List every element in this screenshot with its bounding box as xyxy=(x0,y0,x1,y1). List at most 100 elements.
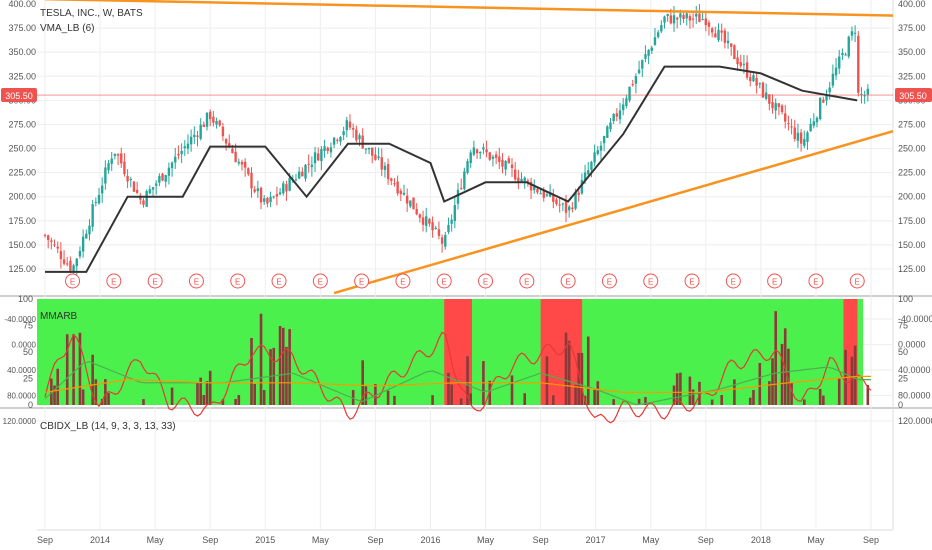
candle-body xyxy=(771,102,774,109)
earnings-marker[interactable] xyxy=(271,273,287,289)
candle-body xyxy=(834,67,838,76)
candle-body xyxy=(510,164,514,169)
candle-body xyxy=(148,189,152,194)
earnings-marker-label: E xyxy=(689,278,694,287)
earnings-marker[interactable] xyxy=(725,273,741,289)
earnings-marker-label: E xyxy=(235,278,240,287)
candle-body xyxy=(85,233,88,239)
earnings-marker[interactable] xyxy=(65,273,81,289)
cbidx-tick-label-left: 80.0000 xyxy=(7,392,36,401)
x-tick-label: Sep xyxy=(37,535,53,545)
candle-body xyxy=(154,183,158,186)
candle-body xyxy=(647,49,650,56)
candle-body xyxy=(561,203,565,205)
x-tick-label: 2015 xyxy=(255,535,275,545)
candle-body xyxy=(606,126,609,138)
mmarb-tick-label-left: 75 xyxy=(23,321,33,331)
earnings-marker[interactable] xyxy=(436,273,452,289)
candle-body xyxy=(371,147,374,156)
candle-body xyxy=(777,103,781,107)
candle-body xyxy=(485,149,488,153)
earnings-marker[interactable] xyxy=(519,273,535,289)
candle-body xyxy=(749,77,752,82)
candle-body xyxy=(110,158,113,164)
candle-body xyxy=(806,132,809,142)
candle-body xyxy=(224,138,228,144)
earnings-marker[interactable] xyxy=(106,273,122,289)
earnings-marker[interactable] xyxy=(395,273,411,289)
price-tick-label-left: 350.00 xyxy=(8,47,36,57)
candle-body xyxy=(498,156,501,162)
candle-body xyxy=(253,189,256,192)
earnings-marker[interactable] xyxy=(230,273,246,289)
candle-body xyxy=(75,258,78,267)
candle-body xyxy=(593,152,596,163)
candle-body xyxy=(164,175,167,182)
cbidx-lines xyxy=(44,331,872,424)
candle-body xyxy=(663,16,666,23)
mmarb-bar xyxy=(78,332,82,405)
mmarb-bar xyxy=(259,313,263,405)
cbidx-indicator-label[interactable]: CBIDX_LB (14, 9, 3, 3, 13, 33) xyxy=(40,421,176,432)
mmarb-bar xyxy=(644,397,647,405)
candle-body xyxy=(132,181,136,192)
mmarb-bar xyxy=(787,348,790,405)
price-pane-bg xyxy=(37,0,893,296)
candle-body xyxy=(390,178,393,181)
earnings-marker[interactable] xyxy=(478,273,494,289)
mmarb-bar xyxy=(469,393,473,405)
mmarb-bar xyxy=(580,352,584,405)
x-tick-label: 2014 xyxy=(90,535,110,545)
earnings-marker[interactable] xyxy=(312,273,328,289)
earnings-marker[interactable] xyxy=(354,273,370,289)
trendline[interactable] xyxy=(333,129,894,295)
candle-body xyxy=(329,147,333,153)
candle-body xyxy=(135,189,139,193)
candle-body xyxy=(475,149,479,154)
mmarb-bar xyxy=(237,395,241,405)
candle-body xyxy=(488,152,491,160)
candle-body xyxy=(285,184,288,192)
earnings-marker[interactable] xyxy=(560,273,576,289)
candle-body xyxy=(469,152,472,164)
earnings-marker[interactable] xyxy=(849,273,865,289)
candle-body xyxy=(701,18,704,20)
cbidx-tick-label-left: -40.0000 xyxy=(4,315,36,324)
candle-body xyxy=(825,94,828,101)
earnings-marker[interactable] xyxy=(767,273,783,289)
candle-body xyxy=(81,236,85,252)
earnings-marker[interactable] xyxy=(684,273,700,289)
symbol-title[interactable]: TESLA, INC., W, BATS xyxy=(40,8,143,19)
price-tick-label-left: 250.00 xyxy=(8,144,36,154)
earnings-marker-label: E xyxy=(400,278,405,287)
mmarb-indicator-label[interactable]: MMARB xyxy=(40,311,78,322)
earnings-marker[interactable] xyxy=(808,273,824,289)
vma-indicator-label[interactable]: VMA_LB (6) xyxy=(40,23,94,34)
candle-body xyxy=(450,219,453,224)
earnings-marker[interactable] xyxy=(147,273,163,289)
mmarb-bar xyxy=(142,399,145,405)
mmarb-bar xyxy=(447,372,450,405)
candle-body xyxy=(272,196,275,198)
trendline[interactable] xyxy=(44,0,894,17)
mmarb-bar xyxy=(552,395,555,405)
current-price-label-right: 305.50 xyxy=(899,91,927,101)
current-price-badge-right: 305.50 xyxy=(895,88,932,102)
candle-body xyxy=(205,112,209,127)
mmarb-bar xyxy=(234,399,237,405)
candle-body xyxy=(459,188,463,190)
mmarb-bar xyxy=(837,378,841,405)
candle-body xyxy=(780,105,784,113)
cbidx-tick-label-right: 80.0000 xyxy=(898,391,931,401)
candle-body xyxy=(863,95,866,97)
earnings-marker[interactable] xyxy=(601,273,617,289)
earnings-marker[interactable] xyxy=(188,273,204,289)
candle-body xyxy=(790,126,793,128)
candle-body xyxy=(660,25,663,32)
mmarb-bar xyxy=(459,398,463,405)
earnings-marker[interactable] xyxy=(643,273,659,289)
candle-body xyxy=(145,190,148,207)
earnings-marker-label: E xyxy=(442,278,447,287)
mmarb-tick-label-right: 75 xyxy=(898,321,908,331)
